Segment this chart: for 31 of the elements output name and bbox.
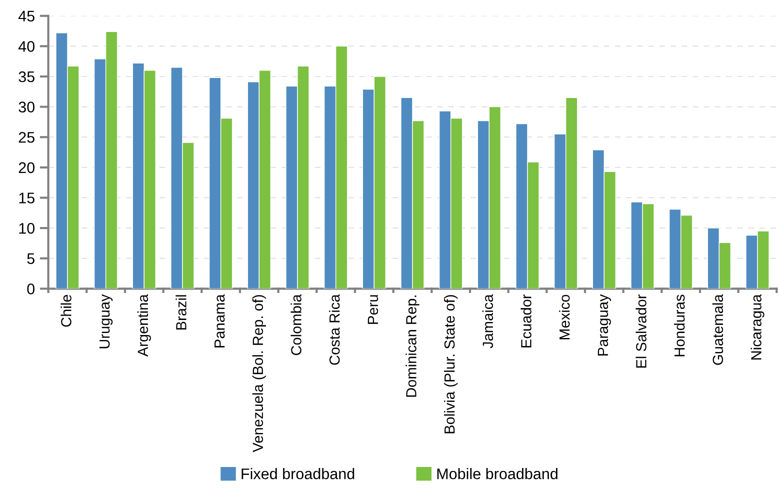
x-tick-label: Jamaica (482, 294, 494, 348)
x-tick-label: Peru (368, 295, 378, 324)
x-tick-label: Ecuador (520, 294, 532, 348)
y-tick-label: 15 (19, 192, 34, 204)
x-tick-label: El Salvador (636, 294, 646, 368)
x-tick-label: Nicaragua (750, 294, 764, 360)
x-tick-label: Venezuela (Bol. Rep. of) (252, 295, 266, 452)
y-tick-label: 20 (18, 162, 35, 174)
x-tick-label: Mexico (559, 294, 570, 340)
x-tick-label: Paraguay (598, 294, 611, 356)
y-tick-label: 40 (18, 41, 35, 52)
x-tick-label: Brazil (176, 295, 186, 330)
y-tick-label: 45 (18, 10, 34, 22)
x-tick-label: Guatemala (712, 294, 724, 365)
x-tick-label: Costa Rica (329, 294, 340, 365)
x-tick-label: Uruguay (100, 294, 113, 348)
x-tick-label: Argentina (137, 294, 151, 357)
y-tick-label: 5 (27, 253, 34, 264)
y-tick-label: 0 (27, 284, 35, 294)
x-tick-label: Bolivia (Plur. State of) (444, 295, 458, 434)
legend-label: Mobile broadband (437, 468, 558, 480)
x-tick-label: Colombia (290, 294, 302, 356)
legend-label: Fixed broadband (242, 468, 354, 480)
y-tick-label: 35 (18, 71, 34, 82)
y-tick-label: 25 (18, 132, 34, 143)
x-tick-label: Chile (60, 294, 72, 327)
x-tick-label: Dominican Rep. (406, 296, 420, 397)
y-tick-label: 30 (18, 102, 35, 112)
y-tick-label: 10 (19, 222, 35, 234)
x-tick-label: Panama (214, 294, 225, 348)
x-tick-label: Honduras (674, 294, 685, 356)
